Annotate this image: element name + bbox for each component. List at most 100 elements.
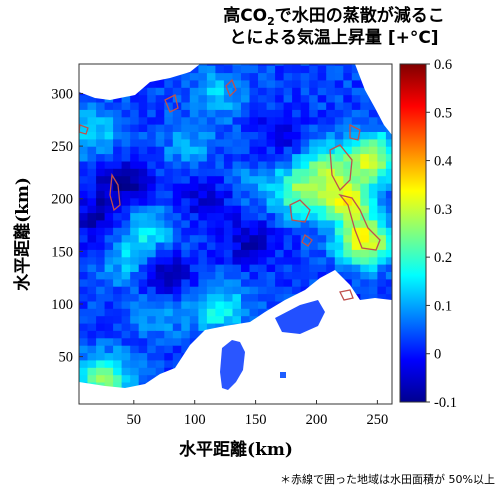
heatmap-cell [360, 131, 370, 140]
heatmap-cell [334, 72, 344, 81]
heatmap-cell [121, 175, 131, 184]
heatmap-cell [343, 271, 353, 280]
heatmap-cell [189, 205, 199, 214]
heatmap-cell [249, 79, 259, 88]
heatmap-cell [300, 79, 310, 88]
colorbar-tick-label: 0 [434, 347, 441, 363]
heatmap-cell [258, 168, 268, 177]
heatmap-cell [121, 219, 131, 228]
heatmap-cell [377, 146, 387, 155]
heatmap-cell [113, 138, 123, 147]
heatmap-cell [215, 219, 225, 228]
heatmap-cell [266, 138, 276, 147]
heatmap-cell [300, 109, 310, 118]
heatmap-cell [309, 131, 319, 140]
heatmap-cell [155, 256, 165, 265]
heatmap-cell [283, 264, 293, 272]
heatmap-cell [113, 219, 123, 228]
heatmap-cell [385, 241, 392, 250]
heatmap-cell [223, 72, 233, 81]
heatmap-cell [130, 322, 140, 331]
heatmap-cell [172, 109, 182, 118]
heatmap-cell [113, 264, 123, 272]
heatmap-cell [334, 182, 344, 191]
heatmap-cell [172, 359, 182, 368]
heatmap-cell [138, 190, 148, 199]
heatmap-cell [309, 79, 319, 88]
heatmap-cell [138, 234, 148, 243]
heatmap-cell [138, 337, 148, 346]
heatmap-cell [326, 219, 336, 228]
peninsula-east [275, 300, 325, 334]
y-tick-label: 300 [51, 86, 73, 102]
y-tick-label: 100 [51, 297, 73, 313]
heatmap-cell [385, 160, 392, 169]
heatmap-cell [206, 72, 216, 81]
heatmap-cell [258, 124, 268, 132]
heatmap-cell [317, 197, 327, 206]
heatmap-cell [96, 227, 106, 236]
heatmap-cell [87, 337, 97, 346]
heatmap-cell [215, 212, 225, 221]
heatmap-cell [172, 227, 182, 236]
heatmap-cell [181, 87, 191, 96]
heatmap-cell [121, 367, 131, 376]
heatmap-cell [104, 381, 114, 390]
heatmap-cell [258, 116, 268, 125]
heatmap-cell [275, 227, 285, 236]
heatmap-cell [326, 116, 336, 125]
heatmap-cell [147, 131, 157, 140]
heatmap-cell [138, 345, 148, 354]
heatmap-cell [223, 264, 233, 272]
heatmap-cell [360, 227, 370, 236]
heatmap-cell [292, 205, 302, 214]
heatmap-cell [130, 153, 140, 162]
heatmap-cell [206, 65, 216, 74]
heatmap-cell [155, 359, 165, 368]
heatmap-cell [172, 271, 182, 280]
heatmap-cell [104, 337, 114, 346]
heatmap-cell [138, 153, 148, 162]
heatmap-cell [147, 322, 157, 331]
heatmap-cell [223, 234, 233, 243]
y-tick-label: 250 [51, 139, 73, 155]
heatmap-cell [96, 124, 106, 132]
heatmap-cell [164, 138, 174, 147]
heatmap-cell [96, 278, 106, 287]
x-tick-label: 150 [245, 412, 267, 428]
heatmap-cell [164, 168, 174, 177]
heatmap-cell [172, 293, 182, 302]
heatmap-cell [258, 212, 268, 221]
heatmap-cell [351, 168, 361, 177]
heatmap-cell [79, 352, 89, 361]
heatmap-cell [241, 153, 251, 162]
heatmap-cell [334, 160, 344, 169]
heatmap-cell [138, 101, 148, 110]
heatmap-cell [368, 227, 378, 236]
heatmap-cell [113, 109, 123, 118]
heatmap-cell [138, 367, 148, 376]
heatmap-cell [275, 65, 285, 74]
heatmap-cell [368, 249, 378, 258]
heatmap-cell [172, 337, 182, 346]
heatmap-cell [155, 264, 165, 272]
heatmap-cell [198, 116, 208, 125]
heatmap-cell [215, 138, 225, 147]
heatmap-cell [113, 345, 123, 354]
heatmap-cell [385, 293, 392, 302]
heatmap-cell [164, 322, 174, 331]
heatmap-cell [164, 241, 174, 250]
heatmap-cell [164, 315, 174, 324]
heatmap-cell [283, 94, 293, 103]
heatmap-cell [198, 175, 208, 184]
heatmap-cell [326, 65, 336, 74]
heatmap-cell [121, 271, 131, 280]
heatmap-cell [164, 293, 174, 302]
heatmap-cell [266, 205, 276, 214]
heatmap-cell [130, 330, 140, 339]
heatmap-cell [368, 219, 378, 228]
heatmap-cell [317, 131, 327, 140]
heatmap-cell [309, 205, 319, 214]
heatmap-cell [275, 153, 285, 162]
heatmap-cell [215, 79, 225, 88]
